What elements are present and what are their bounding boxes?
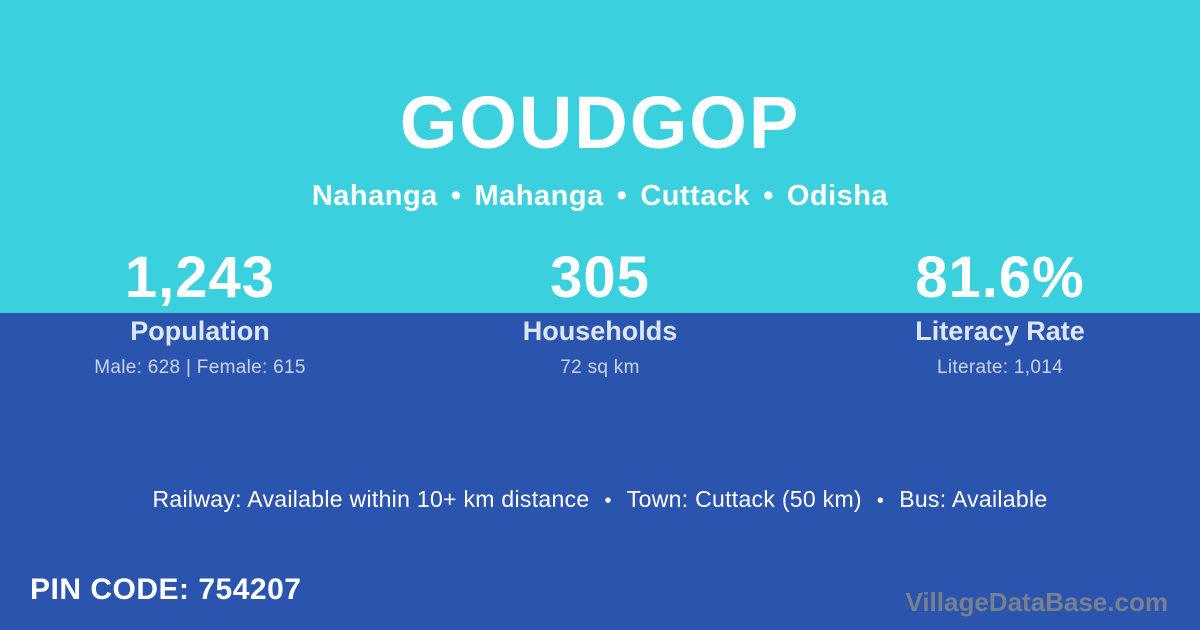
population-value: 1,243 (124, 245, 276, 310)
breadcrumb-separator: • (450, 180, 462, 212)
breadcrumb-gram-panchayat: Nahanga (311, 180, 438, 212)
stats-row: 1,243 Population Male: 628 | Female: 615… (0, 248, 1200, 378)
stat-population: 1,243 Population Male: 628 | Female: 615 (0, 248, 400, 378)
site-watermark: VillageDataBase.com (905, 587, 1168, 617)
railway-fact: Railway: Available within 10+ km distanc… (152, 486, 590, 512)
literate-count: Literate: 1,014 (937, 357, 1063, 378)
breadcrumb: Nahanga • Mahanga • Cuttack • Odisha (0, 180, 1200, 213)
breadcrumb-separator: • (763, 180, 774, 212)
literacy-label: Literacy Rate (915, 316, 1085, 346)
literacy-value: 81.6% (915, 245, 1085, 310)
transport-facts-line: Railway: Available within 10+ km distanc… (0, 486, 1200, 513)
stat-households: 305 Households 72 sq km (400, 248, 800, 378)
stat-literacy: 81.6% Literacy Rate Literate: 1,014 (800, 248, 1200, 378)
village-title: GOUDGOP (399, 81, 801, 164)
breadcrumb-separator: • (616, 180, 628, 212)
breadcrumb-block: Mahanga (474, 180, 604, 212)
population-label: Population (130, 316, 270, 346)
bottom-blue-band (0, 313, 1200, 630)
facts-separator: • (876, 490, 885, 512)
households-value: 305 (550, 245, 650, 310)
breadcrumb-district: Cuttack (640, 180, 751, 212)
population-gender-split: Male: 628 | Female: 615 (94, 357, 306, 378)
bus-fact: Bus: Available (899, 486, 1048, 512)
area-value: 72 sq km (560, 357, 640, 378)
facts-separator: • (604, 490, 612, 512)
households-label: Households (522, 316, 678, 346)
pin-code: PIN CODE: 754207 (30, 573, 302, 606)
top-cyan-band (0, 0, 1200, 313)
town-fact: Town: Cuttack (50 km) (626, 486, 862, 512)
breadcrumb-state: Odisha (786, 180, 889, 212)
